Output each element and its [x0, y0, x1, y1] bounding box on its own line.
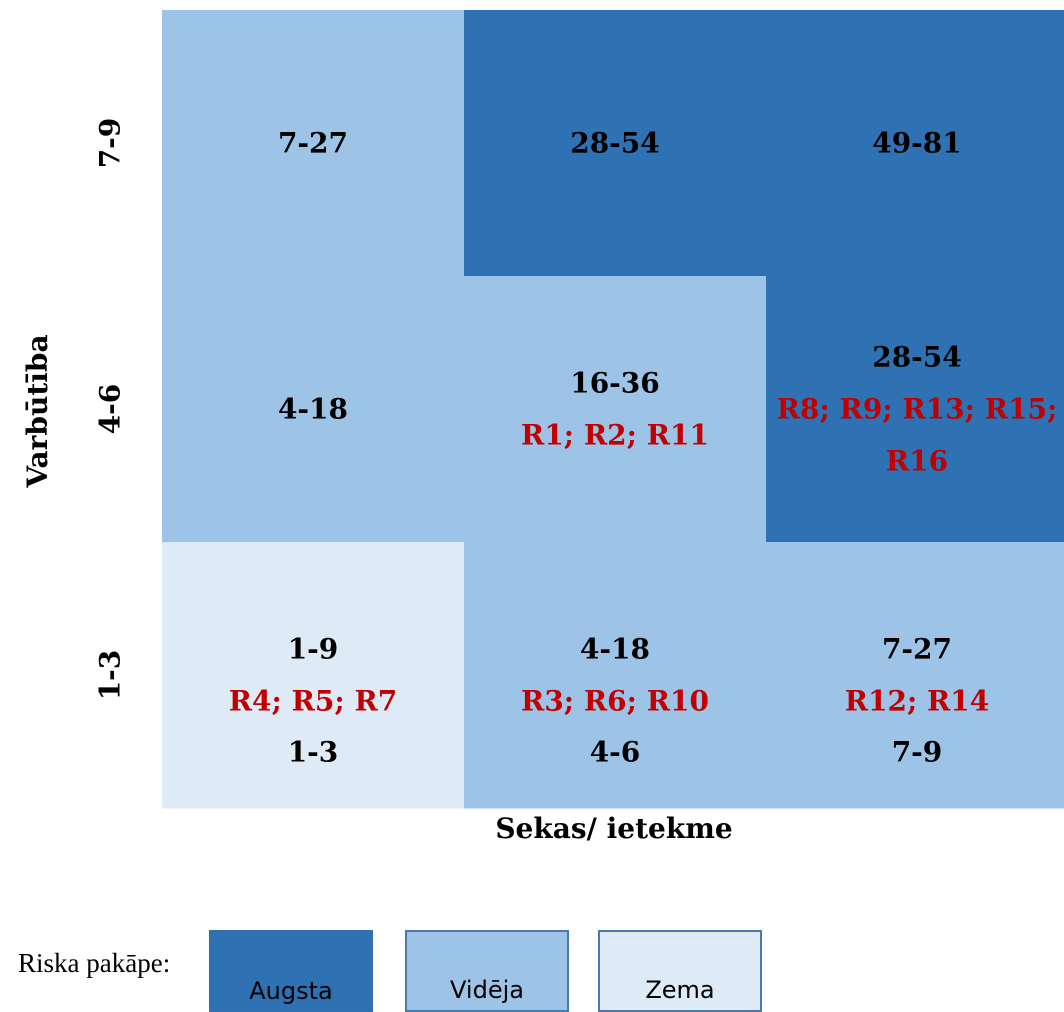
cell-risk-label: R12; R14 — [845, 685, 990, 718]
cell-range-label: 7-27 — [882, 633, 952, 666]
cell-risk-label: R4; R5; R7 — [229, 685, 397, 718]
matrix-cell: 28-54 — [464, 10, 767, 277]
cell-risk-label: R8; R9; R13; R15; — [777, 393, 1058, 426]
y-tick-label: 7-9 — [94, 118, 127, 169]
legend-title: Riska pakāpe: — [18, 948, 171, 978]
matrix-cell: 28-54 R8; R9; R13; R15; R16 — [766, 276, 1064, 543]
matrix-cell: 4-18 R3; R6; R10 — [464, 542, 767, 809]
matrix-cell: 4-18 — [162, 276, 465, 543]
cell-high-fill — [464, 10, 767, 277]
matrix-cells: 7-27 28-54 49-81 4-18 16-36 R1; R2; R11 28-54 R… — [162, 10, 1064, 809]
matrix-cell: 1-9 R4; R5; R7 — [162, 542, 465, 809]
legend-item-low: Zema — [598, 930, 762, 1012]
legend-item-medium: Vidēja — [405, 930, 569, 1012]
cell-medium-fill — [464, 542, 767, 809]
cell-range-label: 4-18 — [278, 393, 348, 426]
cell-range-label: 28-54 — [872, 341, 962, 374]
cell-high-fill — [766, 276, 1064, 543]
cell-medium-fill — [766, 542, 1064, 809]
cell-risk-label: R1; R2; R11 — [521, 419, 709, 452]
y-tick-label: 1-3 — [94, 650, 127, 701]
cell-range-label: 49-81 — [872, 127, 962, 160]
matrix-cell: 7-27 R12; R14 — [766, 542, 1064, 809]
matrix-cell: 7-27 — [162, 10, 465, 277]
cell-medium-fill — [162, 276, 465, 543]
legend-item-high: Augsta — [209, 930, 373, 1012]
axis-ticks: 1-3 4-6 7-9 1-3 4-6 7-9 — [94, 118, 943, 769]
cell-high-fill — [766, 10, 1064, 277]
x-axis-label: Sekas/ ietekme — [495, 812, 732, 845]
cell-range-label: 1-9 — [288, 633, 339, 666]
cell-range-label: 7-27 — [278, 127, 348, 160]
x-tick-label: 1-3 — [288, 736, 339, 769]
cell-risk-label: R3; R6; R10 — [521, 685, 709, 718]
cell-range-label: 16-36 — [570, 367, 660, 400]
matrix-cell: 49-81 — [766, 10, 1064, 277]
cell-range-label: 4-18 — [580, 633, 650, 666]
x-tick-label: 4-6 — [590, 736, 641, 769]
cell-medium-fill — [464, 276, 767, 543]
cell-low-fill — [162, 542, 465, 809]
cell-range-label: 28-54 — [570, 127, 660, 160]
matrix-cell: 16-36 R1; R2; R11 — [464, 276, 767, 543]
cell-medium-fill — [162, 10, 465, 277]
x-tick-label: 7-9 — [892, 736, 943, 769]
cell-risk-label: R16 — [886, 445, 948, 478]
y-axis-label: Varbūtība — [21, 334, 54, 488]
y-tick-label: 4-6 — [94, 384, 127, 435]
